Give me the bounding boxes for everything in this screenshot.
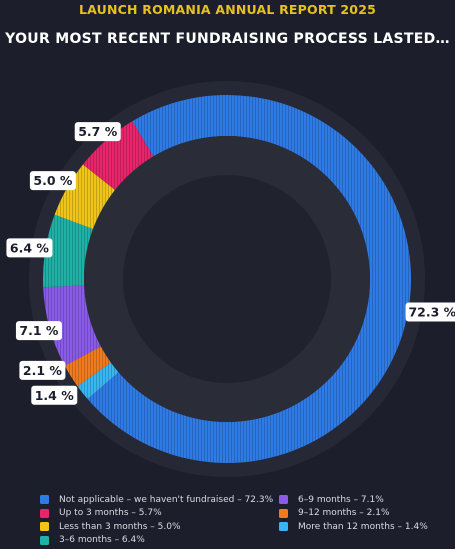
data-label-text: 72.3 % xyxy=(408,305,455,320)
slice-texture xyxy=(87,94,411,463)
data-label-box xyxy=(15,321,62,341)
data-label: 2.1 % xyxy=(19,360,66,380)
legend-item: Less than 3 months – 5.0% xyxy=(40,520,273,534)
data-label: 72.3 % xyxy=(405,302,455,322)
slice-texture xyxy=(77,362,119,400)
data-label-text: 5.0 % xyxy=(33,173,72,188)
legend-column-right: 6–9 months – 7.1% 9–12 months – 2.1% More … xyxy=(279,493,428,534)
legend-swatch xyxy=(40,522,49,532)
report-title: LAUNCH ROMANIA ANNUAL REPORT 2025 xyxy=(79,2,376,17)
legend-swatch xyxy=(279,495,288,505)
data-label-text: 6.4 % xyxy=(10,240,49,255)
data-labels: 72.3 % 1.4 % 2.1 % 7.1 % 6.4 % 5.0 % 5.7 % xyxy=(6,122,455,405)
legend-swatch xyxy=(279,522,288,532)
data-label-box xyxy=(29,171,76,191)
data-label-text: 7.1 % xyxy=(19,323,58,338)
legend-label: Less than 3 months – 5.0% xyxy=(59,521,181,532)
legend-item: Up to 3 months – 5.7% xyxy=(40,507,273,521)
legend-swatch xyxy=(40,508,49,518)
slice-texture xyxy=(43,214,94,288)
data-label-box xyxy=(19,360,66,380)
data-label-box xyxy=(74,122,121,142)
legend-column-left: Not applicable – we haven't fundraised –… xyxy=(40,493,273,547)
data-label: 1.4 % xyxy=(31,385,78,405)
legend-item: Not applicable – we haven't fundraised –… xyxy=(40,493,273,507)
slice-texture xyxy=(82,121,154,191)
legend-label: 3–6 months – 6.4% xyxy=(59,535,145,546)
data-label: 5.0 % xyxy=(29,171,76,191)
donut-slices xyxy=(43,94,411,463)
donut-chart: 72.3 % 1.4 % 2.1 % 7.1 % 6.4 % 5.0 % 5.7 % xyxy=(6,94,455,463)
legend-item: 3–6 months – 6.4% xyxy=(40,534,273,548)
slice-texture xyxy=(54,164,116,229)
data-label-box xyxy=(31,385,78,405)
data-label: 6.4 % xyxy=(6,238,53,258)
legend-label: 9–12 months – 2.1% xyxy=(298,508,390,519)
legend-swatch xyxy=(279,508,288,518)
data-label-text: 5.7 % xyxy=(78,124,117,139)
data-label-text: 2.1 % xyxy=(23,363,62,378)
legend-label: Up to 3 months – 5.7% xyxy=(59,508,162,519)
legend-label: Not applicable – we haven't fundraised –… xyxy=(59,494,274,505)
chart-title: YOUR MOST RECENT FUNDRAISING PROCESS LAS… xyxy=(5,31,450,47)
slice-texture xyxy=(43,285,101,366)
donut-hole xyxy=(123,175,331,383)
legend-swatch xyxy=(40,495,49,505)
data-label-box xyxy=(405,302,455,322)
data-label-text: 1.4 % xyxy=(35,388,74,403)
legend-label: More than 12 months – 1.4% xyxy=(298,521,428,532)
legend-item: 6–9 months – 7.1% xyxy=(279,493,428,507)
legend-item: More than 12 months – 1.4% xyxy=(279,520,428,534)
data-label: 7.1 % xyxy=(15,321,62,341)
data-label-box xyxy=(6,238,53,258)
legend-label: 6–9 months – 7.1% xyxy=(298,494,384,505)
data-label: 5.7 % xyxy=(74,122,121,142)
slice-texture xyxy=(64,346,111,387)
legend-swatch xyxy=(40,535,49,545)
legend-item: 9–12 months – 2.1% xyxy=(279,507,428,521)
